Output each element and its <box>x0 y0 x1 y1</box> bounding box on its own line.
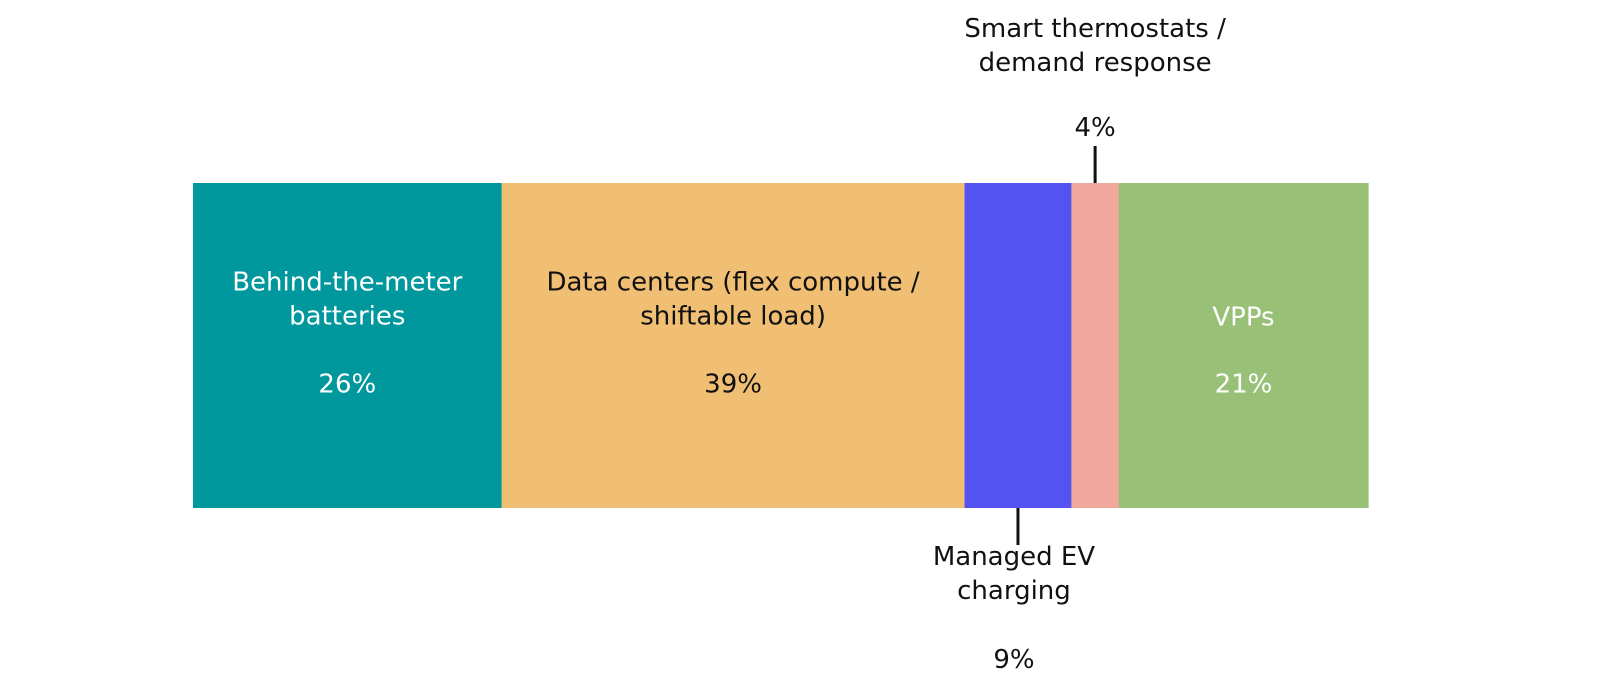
segment-value-behind-the-meter-batteries: 26% <box>318 370 376 400</box>
segment-label-managed-ev-charging: charging <box>957 576 1071 606</box>
bar-segment-smart-thermostats-demand-response <box>1071 183 1120 508</box>
segment-value-data-centers-flex-compute-shiftable-load: 39% <box>704 370 762 400</box>
bar-segment-managed-ev-charging <box>964 183 1072 508</box>
bar-segment-data-centers-flex-compute-shiftable-load <box>501 183 966 508</box>
segment-label-smart-thermostats-demand-response: demand response <box>979 48 1212 78</box>
segment-label-smart-thermostats-demand-response: Smart thermostats / <box>964 14 1226 44</box>
segment-value-vpps: 21% <box>1215 370 1273 400</box>
bar-segment-behind-the-meter-batteries <box>193 183 503 508</box>
segment-label-data-centers-flex-compute-shiftable-load: Data centers (flex compute / <box>546 268 919 298</box>
segment-label-behind-the-meter-batteries: Behind-the-meter <box>232 268 462 298</box>
segment-label-vpps: VPPs <box>1212 303 1274 333</box>
segment-value-smart-thermostats-demand-response: 4% <box>1074 113 1115 143</box>
segment-label-data-centers-flex-compute-shiftable-load: shiftable load) <box>640 302 826 332</box>
segment-value-managed-ev-charging: 9% <box>993 645 1034 675</box>
segment-label-behind-the-meter-batteries: batteries <box>289 302 405 332</box>
bar-segment-vpps <box>1118 183 1369 508</box>
segment-label-managed-ev-charging: Managed EV <box>933 542 1095 572</box>
